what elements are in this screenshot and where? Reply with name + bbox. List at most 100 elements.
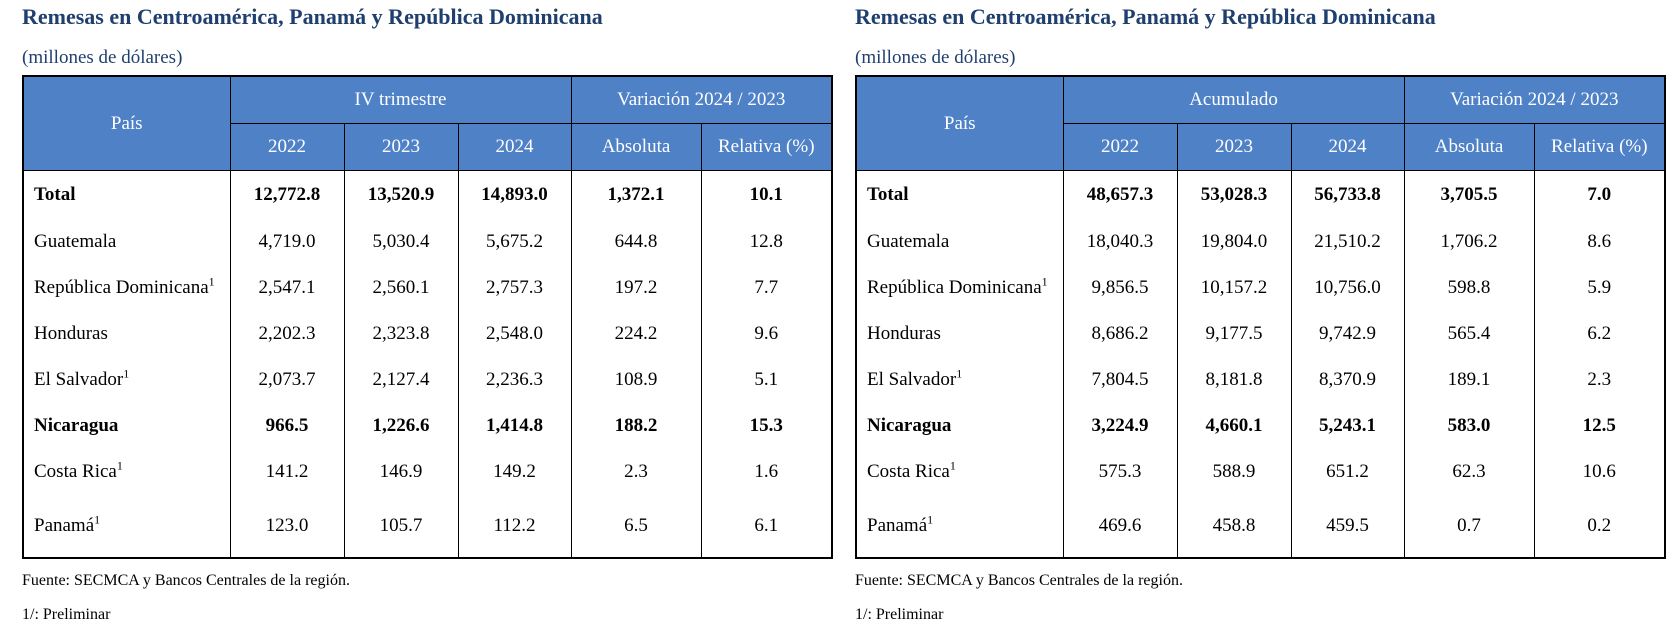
cell-2024: 8,370.9 bbox=[1290, 357, 1405, 403]
country-cell: Nicaragua bbox=[22, 403, 231, 449]
cell-2024: 2,757.3 bbox=[457, 265, 572, 311]
cell-2024: 10,756.0 bbox=[1290, 265, 1405, 311]
country-name: Honduras bbox=[34, 323, 108, 344]
cell-absolute: 62.3 bbox=[1403, 449, 1535, 495]
preliminary-mark: 1 bbox=[94, 512, 101, 527]
cell-2024: 21,510.2 bbox=[1290, 219, 1405, 265]
cell-2022: 12,772.8 bbox=[229, 170, 345, 219]
cell-relative: 5.1 bbox=[700, 357, 833, 403]
table-body: Total 48,657.3 53,028.3 56,733.8 3,705.5 7.0 G… bbox=[855, 170, 1666, 559]
cell-2024: 459.5 bbox=[1290, 495, 1405, 559]
preliminary-mark: 1 bbox=[1041, 274, 1048, 289]
table-row: Costa Rica1 141.2 146.9 149.2 2.3 1.6 bbox=[22, 449, 833, 495]
header-country: País bbox=[855, 75, 1064, 171]
cell-2022: 48,657.3 bbox=[1062, 170, 1178, 219]
cell-absolute: 108.9 bbox=[570, 357, 702, 403]
cell-2022: 141.2 bbox=[229, 449, 345, 495]
cell-2023: 458.8 bbox=[1176, 495, 1292, 559]
cell-2024: 2,548.0 bbox=[457, 311, 572, 357]
table-row: Panamá1 123.0 105.7 112.2 6.5 6.1 bbox=[22, 495, 833, 559]
cell-absolute: 0.7 bbox=[1403, 495, 1535, 559]
cell-relative: 15.3 bbox=[700, 403, 833, 449]
cell-absolute: 188.2 bbox=[570, 403, 702, 449]
country-name: Costa Rica bbox=[867, 461, 950, 482]
preliminary-mark: 1 bbox=[949, 458, 956, 473]
cell-2023: 588.9 bbox=[1176, 449, 1292, 495]
cell-2024: 1,414.8 bbox=[457, 403, 572, 449]
cell-2023: 13,520.9 bbox=[343, 170, 459, 219]
preliminary-note: 1/: Preliminar bbox=[855, 606, 944, 623]
preliminary-mark: 1 bbox=[956, 366, 963, 381]
header-variation: Variación 2024 / 2023 bbox=[570, 75, 833, 124]
cell-2022: 123.0 bbox=[229, 495, 345, 559]
country-cell: Total bbox=[855, 170, 1064, 219]
header-relative: Relativa (%) bbox=[1533, 123, 1666, 171]
cell-2023: 9,177.5 bbox=[1176, 311, 1292, 357]
country-cell: Costa Rica1 bbox=[855, 449, 1064, 495]
cell-2022: 2,073.7 bbox=[229, 357, 345, 403]
cell-absolute: 197.2 bbox=[570, 265, 702, 311]
cell-absolute: 1,706.2 bbox=[1403, 219, 1535, 265]
cell-2023: 2,560.1 bbox=[343, 265, 459, 311]
cell-2023: 2,127.4 bbox=[343, 357, 459, 403]
header-year-2024: 2024 bbox=[1290, 123, 1405, 171]
cell-2023: 146.9 bbox=[343, 449, 459, 495]
country-name: Nicaragua bbox=[867, 415, 952, 436]
table-subtitle: (millones de dólares) bbox=[22, 47, 183, 68]
preliminary-mark: 1 bbox=[116, 458, 123, 473]
cell-absolute: 189.1 bbox=[1403, 357, 1535, 403]
country-cell: Costa Rica1 bbox=[22, 449, 231, 495]
cell-2022: 3,224.9 bbox=[1062, 403, 1178, 449]
cell-2024: 14,893.0 bbox=[457, 170, 572, 219]
header-year-2024: 2024 bbox=[457, 123, 572, 171]
table-row: República Dominicana1 2,547.1 2,560.1 2,757… bbox=[22, 265, 833, 311]
table-row: Honduras 2,202.3 2,323.8 2,548.0 224.2 9.6 bbox=[22, 311, 833, 357]
country-cell: El Salvador1 bbox=[855, 357, 1064, 403]
cell-2024: 5,675.2 bbox=[457, 219, 572, 265]
cell-absolute: 224.2 bbox=[570, 311, 702, 357]
cell-relative: 2.3 bbox=[1533, 357, 1666, 403]
cell-absolute: 583.0 bbox=[1403, 403, 1535, 449]
cell-2022: 8,686.2 bbox=[1062, 311, 1178, 357]
country-name: Costa Rica bbox=[34, 461, 117, 482]
country-cell: Honduras bbox=[855, 311, 1064, 357]
header-relative: Relativa (%) bbox=[700, 123, 833, 171]
country-name: Panamá bbox=[867, 515, 928, 536]
country-cell: Guatemala bbox=[22, 219, 231, 265]
cell-relative: 6.1 bbox=[700, 495, 833, 559]
table-row: Guatemala 18,040.3 19,804.0 21,510.2 1,706.2… bbox=[855, 219, 1666, 265]
preliminary-note: 1/: Preliminar bbox=[22, 606, 111, 623]
cell-2022: 469.6 bbox=[1062, 495, 1178, 559]
source-note: Fuente: SECMCA y Bancos Centrales de la … bbox=[855, 572, 1183, 589]
country-name: Panamá bbox=[34, 515, 95, 536]
table-row: Honduras 8,686.2 9,177.5 9,742.9 565.4 6.2 bbox=[855, 311, 1666, 357]
country-name: El Salvador bbox=[34, 369, 124, 390]
table-row: El Salvador1 2,073.7 2,127.4 2,236.3 108.9 5.… bbox=[22, 357, 833, 403]
cell-2024: 56,733.8 bbox=[1290, 170, 1405, 219]
country-name: Total bbox=[867, 184, 909, 205]
table-row: Total 12,772.8 13,520.9 14,893.0 1,372.1 10.1 bbox=[22, 170, 833, 219]
cell-2024: 9,742.9 bbox=[1290, 311, 1405, 357]
country-cell: República Dominicana1 bbox=[22, 265, 231, 311]
cell-2022: 2,202.3 bbox=[229, 311, 345, 357]
cell-2023: 2,323.8 bbox=[343, 311, 459, 357]
table-row: El Salvador1 7,804.5 8,181.8 8,370.9 189.1 2.… bbox=[855, 357, 1666, 403]
cell-relative: 12.8 bbox=[700, 219, 833, 265]
cell-2022: 7,804.5 bbox=[1062, 357, 1178, 403]
cell-absolute: 565.4 bbox=[1403, 311, 1535, 357]
country-name: Guatemala bbox=[867, 231, 950, 252]
table-title: Remesas en Centroamérica, Panamá y Repúb… bbox=[855, 4, 1436, 29]
cell-relative: 5.9 bbox=[1533, 265, 1666, 311]
cell-2022: 966.5 bbox=[229, 403, 345, 449]
country-cell: República Dominicana1 bbox=[855, 265, 1064, 311]
cell-absolute: 1,372.1 bbox=[570, 170, 702, 219]
table-row: Nicaragua 3,224.9 4,660.1 5,243.1 583.0 12.5 bbox=[855, 403, 1666, 449]
cell-2024: 5,243.1 bbox=[1290, 403, 1405, 449]
table-row: Costa Rica1 575.3 588.9 651.2 62.3 10.6 bbox=[855, 449, 1666, 495]
cell-relative: 10.6 bbox=[1533, 449, 1666, 495]
header-country: País bbox=[22, 75, 231, 171]
cell-relative: 9.6 bbox=[700, 311, 833, 357]
cell-2023: 1,226.6 bbox=[343, 403, 459, 449]
cell-2023: 53,028.3 bbox=[1176, 170, 1292, 219]
cell-2023: 105.7 bbox=[343, 495, 459, 559]
